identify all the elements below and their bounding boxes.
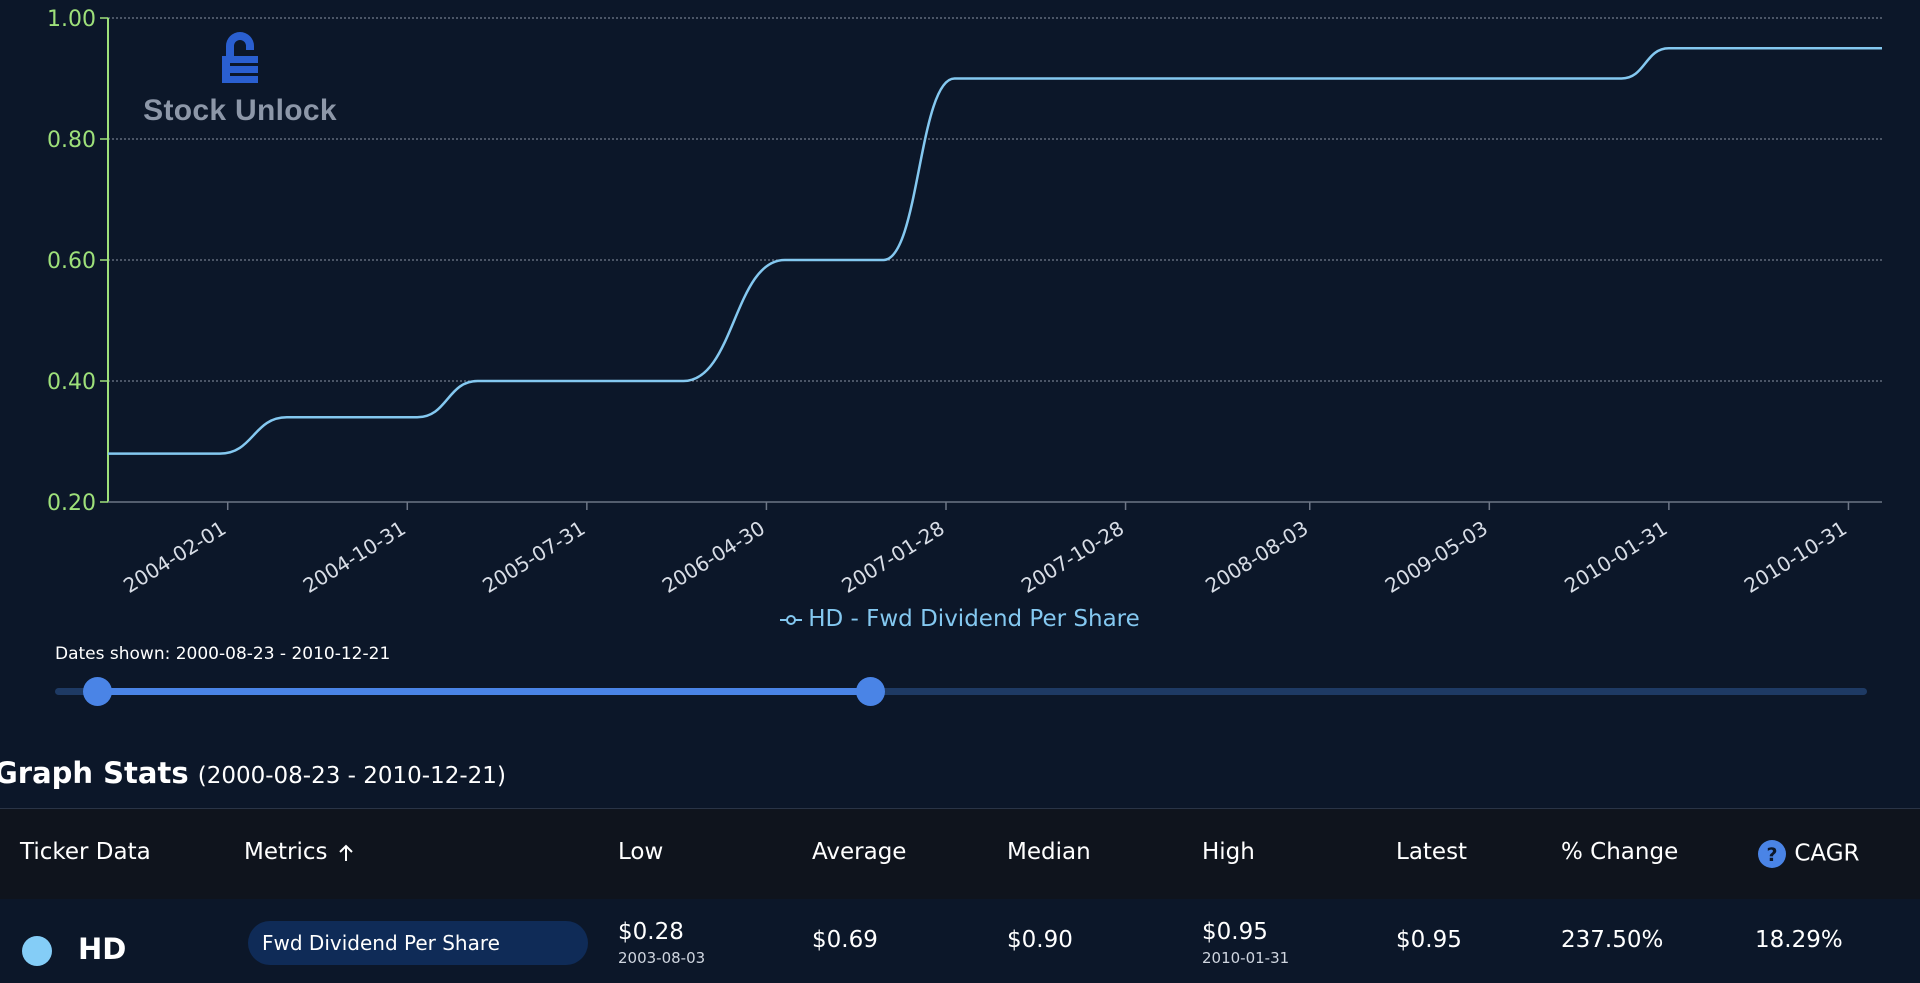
column-metrics-label: Metrics (244, 839, 328, 865)
svg-text:?: ? (1766, 844, 1777, 866)
series-line-hd-fwd-dividend[interactable] (108, 47, 1882, 455)
y-tick-label: 0.40 (47, 370, 96, 395)
chart-legend[interactable]: HD - Fwd Dividend Per Share (0, 606, 1920, 632)
stock-unlock-logo: Stock Unlock (140, 30, 340, 128)
help-icon[interactable]: ? (1757, 839, 1787, 869)
y-tick-label: 0.80 (47, 128, 96, 153)
logo-text: Stock Unlock (143, 94, 337, 127)
cell-cagr: 18.29% (1755, 927, 1843, 953)
low-value: $0.28 (618, 919, 684, 945)
dates-shown-label: Dates shown: 2000-08-23 - 2010-12-21 (55, 644, 391, 664)
column-ticker-data: Ticker Data (20, 839, 151, 865)
stats-table: Ticker Data Metrics Low Average Median H… (0, 808, 1920, 983)
x-tick-label: 2007-10-28 (1017, 516, 1128, 598)
cell-average: $0.69 (812, 927, 878, 953)
x-tick-label: 2004-02-01 (119, 516, 230, 598)
grid-lines (108, 17, 1882, 382)
y-tick-label: 0.60 (47, 249, 96, 274)
lock-icon (222, 32, 258, 83)
legend-line-marker-icon (780, 614, 803, 625)
date-range-slider[interactable] (55, 677, 1867, 706)
slider-start-handle[interactable] (82, 677, 112, 706)
stats-table-header: Ticker Data Metrics Low Average Median H… (0, 808, 1920, 900)
cell-median: $0.90 (1007, 927, 1073, 953)
ticker-color-dot (22, 936, 52, 966)
cell-latest: $0.95 (1396, 927, 1462, 953)
column-high: High (1202, 839, 1255, 865)
slider-end-handle[interactable] (856, 677, 886, 706)
x-tick-label: 2007-01-28 (837, 516, 948, 598)
dividend-chart: 0.20 0.40 0.60 0.80 1.00 2004-02-01 2004-10-3… (47, 7, 1882, 598)
x-tick-label: 2008-08-03 (1201, 516, 1312, 598)
x-tick-label: 2004-10-31 (299, 516, 410, 598)
y-tick-label: 1.00 (47, 7, 96, 32)
graph-stats-title: Graph Stats (2000-08-23 - 2010-12-21) (0, 756, 506, 790)
x-tick-label: 2009-05-03 (1381, 516, 1492, 598)
metric-chip[interactable]: Fwd Dividend Per Share (248, 921, 588, 965)
low-date: 2003-08-03 (618, 949, 706, 967)
column-cagr-label: CAGR (1794, 840, 1860, 867)
x-tick-label: 2006-04-30 (658, 516, 769, 598)
column-average: Average (812, 839, 907, 865)
x-axis-ticks: 2004-02-01 2004-10-31 2005-07-31 2006-04-30… (119, 502, 1851, 598)
cell-high: $0.95 2010-01-31 (1202, 919, 1289, 967)
stats-heading: Graph Stats (0, 756, 189, 790)
column-pct-change: % Change (1561, 839, 1679, 865)
stats-date-range: (2000-08-23 - 2010-12-21) (197, 763, 506, 789)
y-tick-label: 0.20 (47, 491, 96, 516)
column-metrics[interactable]: Metrics (244, 839, 357, 865)
column-median: Median (1007, 839, 1091, 865)
column-cagr: ? CAGR (1757, 839, 1860, 869)
column-latest: Latest (1396, 839, 1468, 865)
slider-selected-range (96, 688, 871, 695)
high-date: 2010-01-31 (1202, 949, 1290, 967)
sort-ascending-icon[interactable] (335, 842, 357, 864)
legend-label: HD - Fwd Dividend Per Share (808, 606, 1140, 632)
slider-track[interactable] (55, 688, 1867, 695)
cell-low: $0.28 2003-08-03 (618, 919, 705, 967)
axes (107, 18, 1882, 503)
table-row: HD Fwd Dividend Per Share $0.28 2003-08-… (0, 899, 1920, 983)
x-tick-label: 2005-07-31 (478, 516, 589, 598)
x-tick-label: 2010-10-31 (1740, 516, 1851, 598)
high-value: $0.95 (1202, 919, 1268, 945)
ticker-symbol: HD (78, 932, 127, 966)
x-tick-label: 2010-01-31 (1560, 516, 1671, 598)
y-axis-ticks: 0.20 0.40 0.60 0.80 1.00 (47, 7, 108, 516)
column-low: Low (618, 839, 664, 865)
cell-pct-change: 237.50% (1561, 927, 1664, 953)
